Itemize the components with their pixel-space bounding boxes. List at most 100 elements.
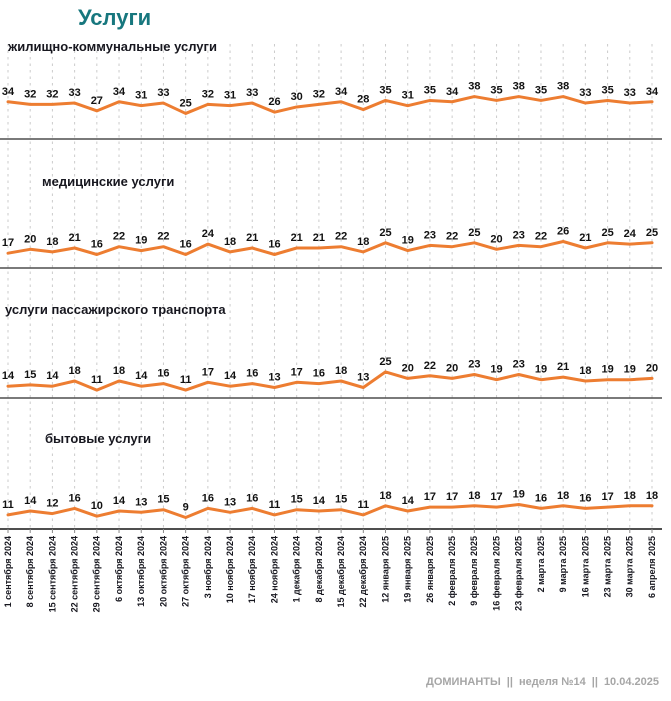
data-label: 18	[68, 365, 80, 377]
data-label: 23	[424, 229, 436, 241]
data-label: 21	[291, 232, 303, 244]
data-label: 19	[535, 364, 547, 376]
data-label: 34	[446, 86, 459, 98]
data-label: 21	[246, 232, 258, 244]
data-label: 18	[46, 236, 58, 248]
data-label: 18	[335, 365, 347, 377]
data-label: 32	[313, 88, 325, 100]
data-label: 21	[313, 232, 325, 244]
data-label: 19	[513, 489, 525, 501]
data-label: 30	[291, 91, 303, 103]
data-label: 27	[91, 95, 103, 107]
data-label: 23	[468, 359, 480, 371]
x-axis-label: 9 марта 2025	[558, 536, 568, 592]
x-axis-label: 2 марта 2025	[536, 536, 546, 592]
data-label: 18	[379, 490, 391, 502]
series-line-3	[6, 503, 654, 519]
data-label: 34	[113, 86, 126, 98]
data-label: 16	[246, 492, 258, 504]
x-axis-label: 16 марта 2025	[580, 536, 590, 597]
data-label: 14	[46, 370, 59, 382]
data-label: 35	[535, 84, 547, 96]
data-label: 15	[157, 494, 169, 506]
data-label: 22	[446, 231, 458, 243]
data-label: 21	[68, 232, 80, 244]
data-label: 16	[313, 368, 325, 380]
data-label: 11	[91, 374, 103, 386]
data-label: 15	[335, 494, 347, 506]
data-label: 33	[68, 87, 80, 99]
data-label: 13	[224, 496, 236, 508]
footer-separator-2: ||	[591, 676, 598, 688]
data-label: 26	[557, 226, 569, 238]
data-label: 20	[490, 233, 502, 245]
x-axis-label: 19 января 2025	[403, 536, 413, 603]
data-label: 14	[24, 495, 37, 507]
data-label: 34	[646, 86, 659, 98]
x-axis-label: 16 февраля 2025	[491, 536, 501, 611]
data-label: 25	[379, 227, 391, 239]
data-label: 35	[379, 84, 391, 96]
x-axis-label: 9 февраля 2025	[469, 536, 479, 606]
x-axis-label: 8 сентября 2024	[25, 536, 35, 607]
data-label: 17	[601, 491, 613, 503]
data-label: 21	[557, 361, 569, 373]
data-label: 32	[24, 88, 36, 100]
data-label: 14	[113, 495, 126, 507]
data-label: 25	[180, 97, 192, 109]
data-label: 38	[468, 81, 480, 93]
x-axis-label: 22 декабря 2024	[358, 536, 368, 607]
chart-title-household: бытовые услуги	[45, 431, 152, 446]
x-axis-label: 17 ноября 2024	[247, 536, 257, 603]
data-label: 9	[183, 502, 189, 514]
x-axis-label: 10 ноября 2024	[225, 536, 235, 603]
x-axis-label: 23 февраля 2025	[514, 536, 524, 611]
data-label: 18	[646, 490, 658, 502]
data-label: 38	[557, 81, 569, 93]
data-label: 12	[46, 498, 58, 510]
data-label: 14	[313, 495, 326, 507]
data-label: 17	[2, 237, 14, 249]
chart-title-housing-utilities: жилищно-коммунальные услуги	[8, 39, 217, 54]
data-label: 20	[646, 362, 658, 374]
data-label: 14	[2, 370, 15, 382]
data-label: 21	[579, 232, 591, 244]
data-label: 32	[202, 88, 214, 100]
chart-title-medical: медицинские услуги	[42, 174, 175, 189]
x-axis-label: 1 декабря 2024	[292, 536, 302, 602]
footer-separator-1: ||	[506, 676, 513, 688]
data-label: 11	[2, 499, 14, 511]
data-label: 16	[157, 368, 169, 380]
x-axis-label: 13 октября 2024	[136, 536, 146, 607]
data-label: 19	[490, 364, 502, 376]
data-label: 19	[624, 364, 636, 376]
data-label: 17	[490, 491, 502, 503]
data-label: 19	[135, 235, 147, 247]
charts-svg: 34 32 32 33 27 34 31 33 25 32 31 33 26 30 32 34 28 35 31 35…	[0, 44, 662, 612]
x-axis-label: 22 сентября 2024	[70, 536, 80, 612]
data-label: 19	[402, 235, 414, 247]
chart-title-transport: услуги пассажирского транспорта	[5, 302, 226, 317]
data-label: 25	[468, 227, 480, 239]
data-label: 32	[46, 88, 58, 100]
data-label: 11	[180, 374, 192, 386]
data-label: 23	[513, 229, 525, 241]
data-label: 16	[246, 368, 258, 380]
data-label: 35	[424, 84, 436, 96]
series-line-2	[6, 370, 654, 392]
data-label: 18	[224, 236, 236, 248]
data-label: 16	[91, 239, 103, 251]
data-label: 31	[402, 90, 414, 102]
data-label: 31	[135, 90, 147, 102]
x-axis-label: 15 декабря 2024	[336, 536, 346, 607]
x-axis-label: 15 сентября 2024	[47, 536, 57, 612]
data-label: 34	[2, 86, 15, 98]
data-label: 14	[224, 370, 237, 382]
data-label: 28	[357, 94, 369, 106]
data-label: 22	[113, 231, 125, 243]
x-axis-label: 30 марта 2025	[625, 536, 635, 597]
data-label: 17	[446, 491, 458, 503]
footer-date: 10.04.2025	[603, 676, 659, 688]
x-axis-label: 23 марта 2025	[602, 536, 612, 597]
series-line-1	[6, 240, 654, 256]
